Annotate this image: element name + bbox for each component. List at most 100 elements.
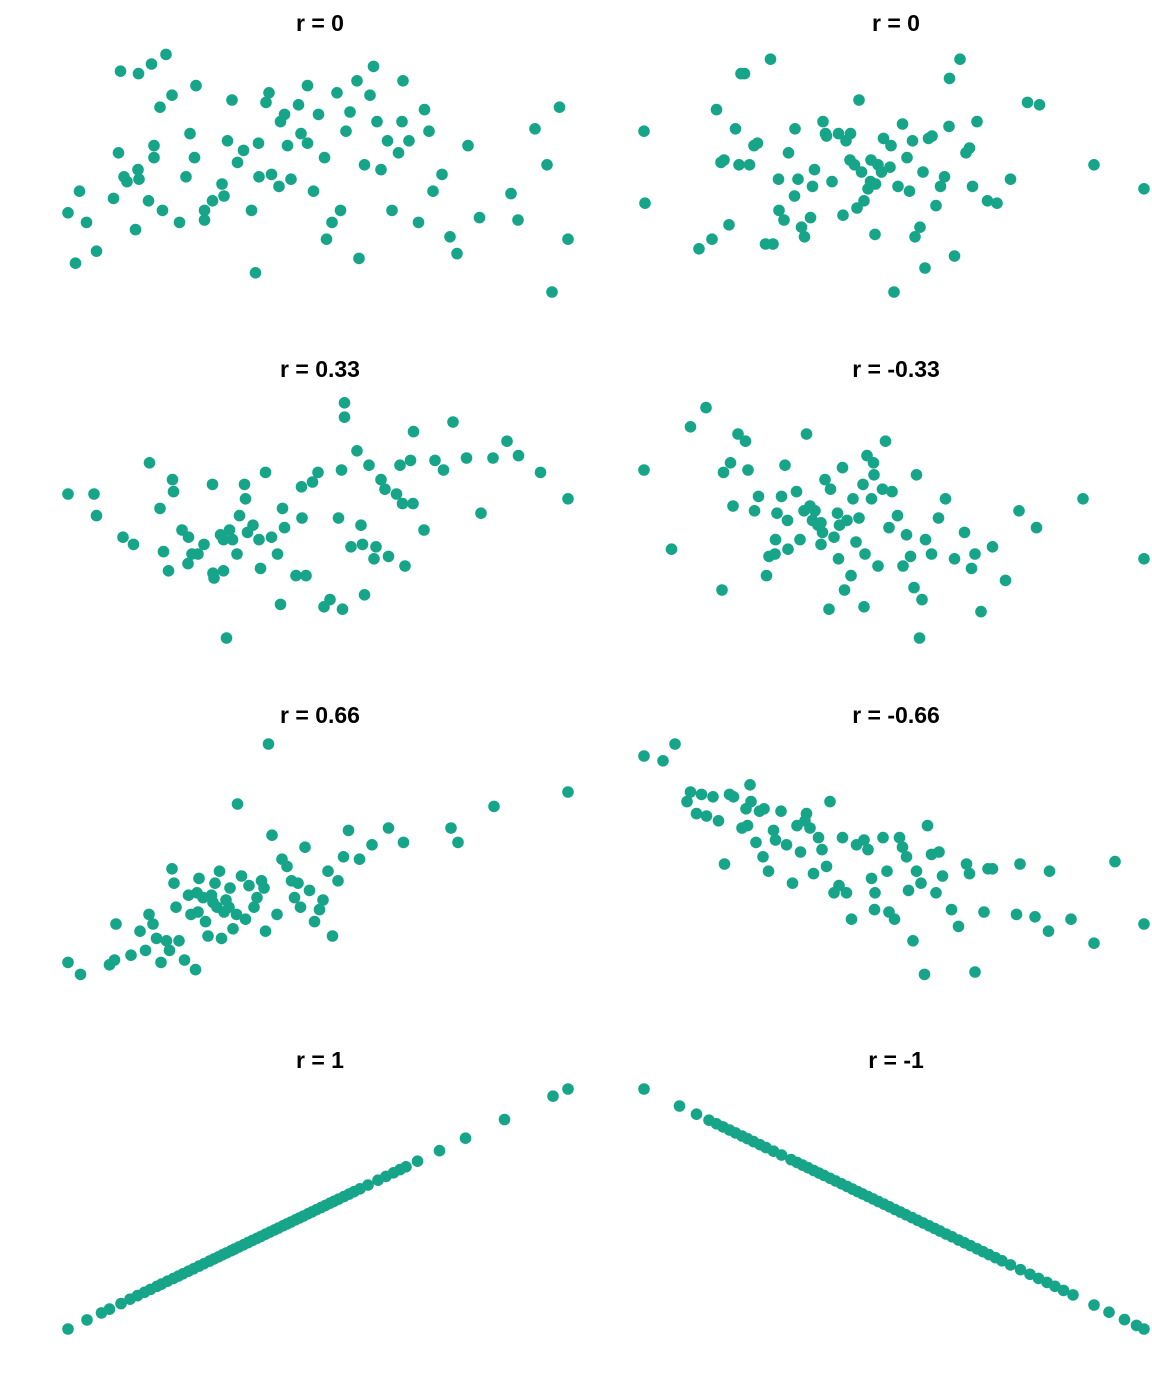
scatter-point: [221, 135, 234, 147]
scatter-point: [351, 75, 363, 87]
scatter-point: [707, 791, 719, 803]
scatter-point: [930, 887, 942, 899]
scatter-panel: r = 0.33: [60, 346, 580, 666]
scatter-point: [832, 127, 845, 140]
scatter-point: [919, 533, 932, 546]
scatter-point: [259, 466, 272, 479]
scatter-point: [160, 48, 172, 61]
scatter-point: [853, 94, 865, 106]
scatter-point: [840, 887, 853, 899]
scatter-point: [943, 72, 956, 85]
scatter-point: [896, 118, 909, 130]
scatter-point: [173, 935, 185, 947]
panel-title: r = 1: [296, 1047, 344, 1073]
scatter-point: [808, 163, 821, 176]
scatter-point: [273, 180, 285, 193]
scatter-point: [112, 147, 125, 159]
scatter-point: [562, 493, 574, 505]
scatter-point: [198, 214, 211, 226]
scatter-point: [775, 490, 788, 503]
scatter-point: [855, 166, 868, 178]
scatter-point: [230, 908, 243, 921]
scatter-point: [1138, 1323, 1150, 1335]
scatter-point: [150, 932, 163, 945]
scatter-point: [260, 96, 272, 109]
scatter-point: [832, 553, 845, 565]
scatter-point: [724, 457, 737, 469]
scatter-point: [769, 834, 782, 846]
scatter-point: [285, 173, 297, 185]
scatter-point: [154, 101, 166, 113]
scatter-point: [904, 550, 917, 563]
scatter-point: [223, 524, 236, 536]
scatter-point: [638, 464, 650, 476]
scatter-point: [1004, 1259, 1017, 1271]
scatter-point: [773, 204, 785, 217]
scatter-point: [547, 1090, 559, 1102]
scatter-point: [847, 493, 859, 505]
scatter-point: [978, 906, 990, 918]
scatter-point: [1033, 99, 1046, 111]
scatter-point: [991, 197, 1003, 209]
scatter-point: [437, 464, 450, 476]
scatter-point: [933, 846, 945, 858]
scatter-point: [695, 788, 708, 801]
scatter-point: [760, 569, 773, 582]
scatter-point: [404, 454, 417, 467]
scatter-point: [798, 231, 811, 243]
scatter-point: [62, 488, 74, 500]
scatter-point: [237, 144, 250, 157]
scatter-point: [198, 204, 211, 217]
scatter-point: [290, 569, 302, 582]
scatter-point: [110, 918, 122, 930]
scatter-point: [744, 779, 756, 791]
scatter-point: [764, 53, 777, 65]
scatter-point: [411, 1155, 424, 1167]
scatter-point: [247, 519, 259, 531]
scatter-point: [859, 548, 871, 560]
scatter-point: [1010, 908, 1023, 921]
scatter-point: [925, 548, 938, 560]
scatter-point: [809, 505, 821, 517]
scatter-point: [170, 901, 182, 913]
scatter-point: [239, 913, 252, 925]
scatter-point: [281, 860, 293, 873]
scatter-point: [969, 966, 981, 978]
scatter-point: [367, 60, 380, 73]
scatter-point: [837, 209, 849, 221]
scatter-point: [382, 550, 395, 563]
scatter-panel: r = -1: [636, 1037, 1152, 1357]
scatter-point: [819, 473, 831, 486]
scatter-point: [938, 171, 951, 183]
scatter-point: [223, 901, 235, 913]
scatter-point: [981, 195, 994, 207]
scatter-point: [780, 839, 793, 851]
scatter-point: [312, 466, 324, 479]
scatter-point: [638, 750, 650, 762]
scatter-point: [342, 824, 355, 837]
scatter-point: [166, 89, 178, 101]
scatter-point: [182, 557, 194, 570]
scatter-point: [206, 195, 219, 207]
scatter-point: [336, 603, 349, 615]
scatter-point: [436, 168, 448, 181]
scatter-point: [125, 949, 137, 961]
scatter-point: [767, 824, 780, 837]
scatter-point: [1067, 1289, 1079, 1301]
scatter-point: [1138, 918, 1150, 930]
scatter-point: [757, 851, 769, 863]
scatter-point: [190, 79, 202, 92]
scatter-point: [875, 166, 888, 178]
scatter-point: [769, 548, 781, 560]
scatter-point: [303, 884, 316, 897]
scatter-point: [850, 536, 862, 548]
scatter-panel: r = -0.33: [636, 346, 1152, 666]
scatter-point: [869, 228, 881, 241]
scatter-point: [163, 944, 176, 957]
scatter-point: [910, 469, 923, 481]
scatter-point: [90, 245, 103, 257]
scatter-point: [1021, 96, 1034, 109]
scatter-point: [883, 521, 895, 534]
scatter-point: [910, 865, 923, 877]
